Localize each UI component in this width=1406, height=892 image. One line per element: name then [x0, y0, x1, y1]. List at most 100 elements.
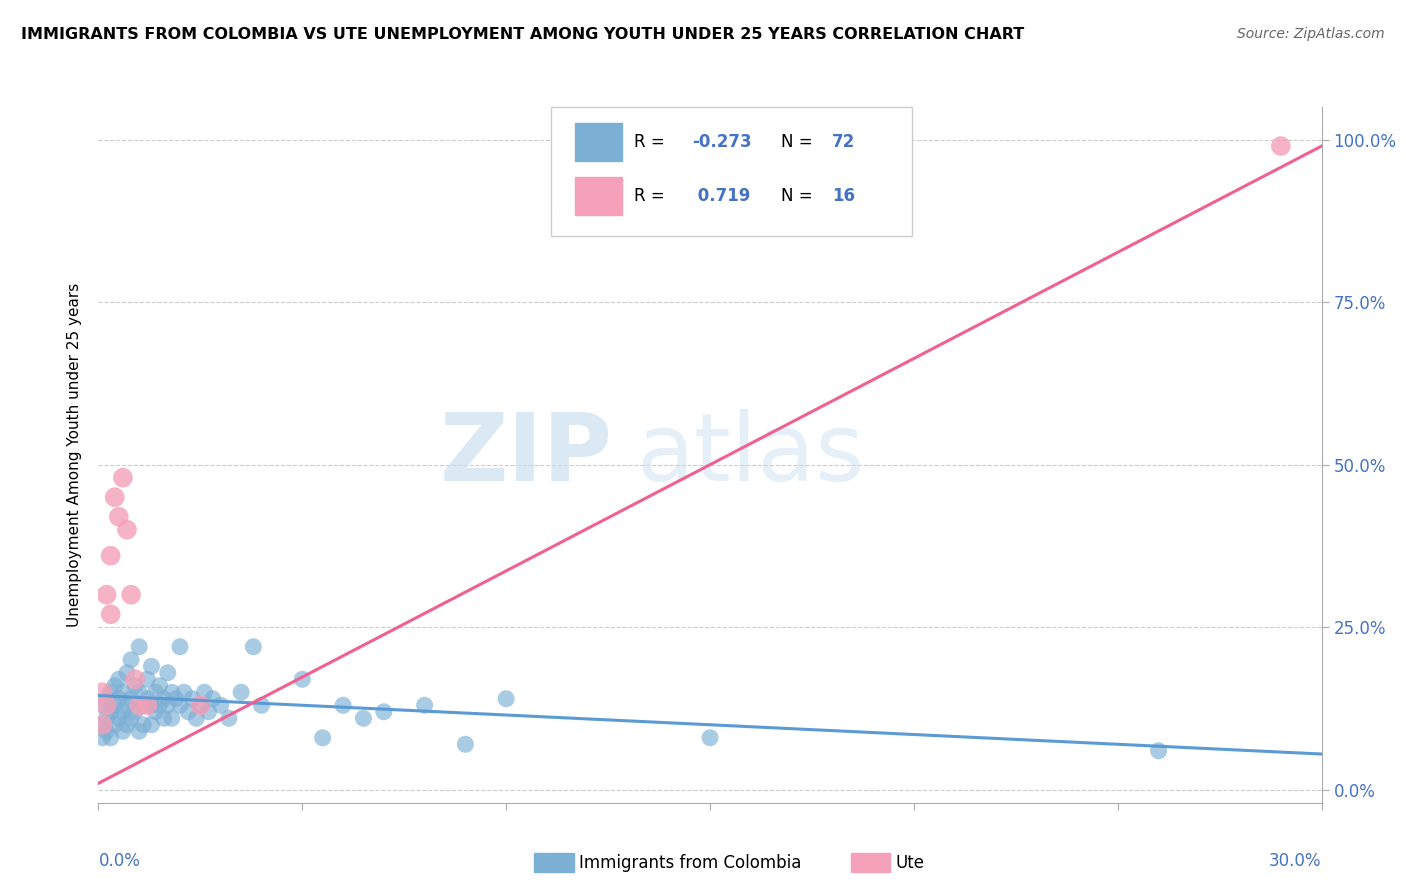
Point — [141, 718, 163, 732]
Bar — [575, 177, 621, 215]
FancyBboxPatch shape — [551, 107, 912, 235]
Point — [100, 731, 122, 745]
Point — [495, 691, 517, 706]
Point — [250, 698, 273, 713]
Text: 0.719: 0.719 — [692, 187, 749, 205]
Bar — [575, 123, 621, 161]
Point — [1147, 744, 1170, 758]
Point — [1270, 139, 1292, 153]
Point — [160, 685, 183, 699]
Point — [141, 698, 163, 713]
Point — [115, 523, 138, 537]
Point — [96, 711, 118, 725]
Point — [149, 698, 172, 713]
Point — [132, 718, 155, 732]
Point — [91, 718, 114, 732]
Point — [152, 691, 174, 706]
Point — [100, 685, 122, 699]
Point — [124, 672, 146, 686]
Text: Immigrants from Colombia: Immigrants from Colombia — [579, 854, 801, 871]
Text: -0.273: -0.273 — [692, 133, 751, 151]
Point — [181, 691, 204, 706]
Point — [96, 691, 118, 706]
Point — [188, 698, 212, 713]
Point — [128, 724, 150, 739]
Point — [128, 698, 150, 713]
Point — [160, 711, 183, 725]
Point — [111, 724, 134, 739]
Point — [312, 731, 335, 745]
Point — [132, 698, 155, 713]
Point — [136, 691, 159, 706]
Point — [177, 705, 200, 719]
Point — [173, 685, 195, 699]
Point — [352, 711, 374, 725]
Text: N =: N = — [780, 187, 818, 205]
Point — [149, 679, 172, 693]
Point — [115, 718, 138, 732]
Point — [699, 731, 721, 745]
Point — [145, 705, 167, 719]
Point — [156, 698, 179, 713]
Point — [111, 705, 134, 719]
Point — [124, 679, 146, 693]
Point — [108, 691, 131, 706]
Point — [120, 588, 142, 602]
Text: R =: R = — [634, 133, 671, 151]
Point — [115, 665, 138, 680]
Point — [120, 711, 142, 725]
Point — [91, 718, 114, 732]
Point — [136, 672, 159, 686]
Point — [218, 711, 240, 725]
Text: 72: 72 — [832, 133, 856, 151]
Point — [169, 698, 191, 713]
Point — [156, 665, 179, 680]
Point — [100, 705, 122, 719]
Text: 30.0%: 30.0% — [1270, 852, 1322, 870]
Point — [115, 698, 138, 713]
Point — [104, 490, 127, 504]
Point — [120, 691, 142, 706]
Point — [188, 698, 212, 713]
Point — [186, 711, 208, 725]
Point — [104, 698, 127, 713]
Point — [291, 672, 314, 686]
Point — [128, 685, 150, 699]
Text: atlas: atlas — [637, 409, 865, 501]
Point — [120, 653, 142, 667]
Point — [100, 607, 122, 622]
Point — [201, 691, 224, 706]
Point — [413, 698, 436, 713]
Point — [454, 737, 477, 751]
Point — [104, 679, 127, 693]
Point — [111, 685, 134, 699]
Text: Ute: Ute — [896, 854, 925, 871]
Point — [193, 685, 215, 699]
Point — [165, 691, 187, 706]
Point — [108, 711, 131, 725]
Point — [96, 588, 118, 602]
Point — [169, 640, 191, 654]
Point — [141, 659, 163, 673]
Point — [104, 718, 127, 732]
Text: ZIP: ZIP — [439, 409, 612, 501]
Point — [373, 705, 395, 719]
Point — [332, 698, 354, 713]
Point — [91, 731, 114, 745]
Text: R =: R = — [634, 187, 671, 205]
Text: N =: N = — [780, 133, 818, 151]
Text: 16: 16 — [832, 187, 855, 205]
Point — [136, 698, 159, 713]
Point — [108, 672, 131, 686]
Point — [197, 705, 219, 719]
Text: IMMIGRANTS FROM COLOMBIA VS UTE UNEMPLOYMENT AMONG YOUTH UNDER 25 YEARS CORRELAT: IMMIGRANTS FROM COLOMBIA VS UTE UNEMPLOY… — [21, 27, 1025, 42]
Point — [209, 698, 232, 713]
Point — [100, 549, 122, 563]
Point — [242, 640, 264, 654]
Text: Source: ZipAtlas.com: Source: ZipAtlas.com — [1237, 27, 1385, 41]
Text: 0.0%: 0.0% — [98, 852, 141, 870]
Point — [231, 685, 253, 699]
Point — [128, 640, 150, 654]
Point — [152, 711, 174, 725]
Point — [108, 509, 131, 524]
